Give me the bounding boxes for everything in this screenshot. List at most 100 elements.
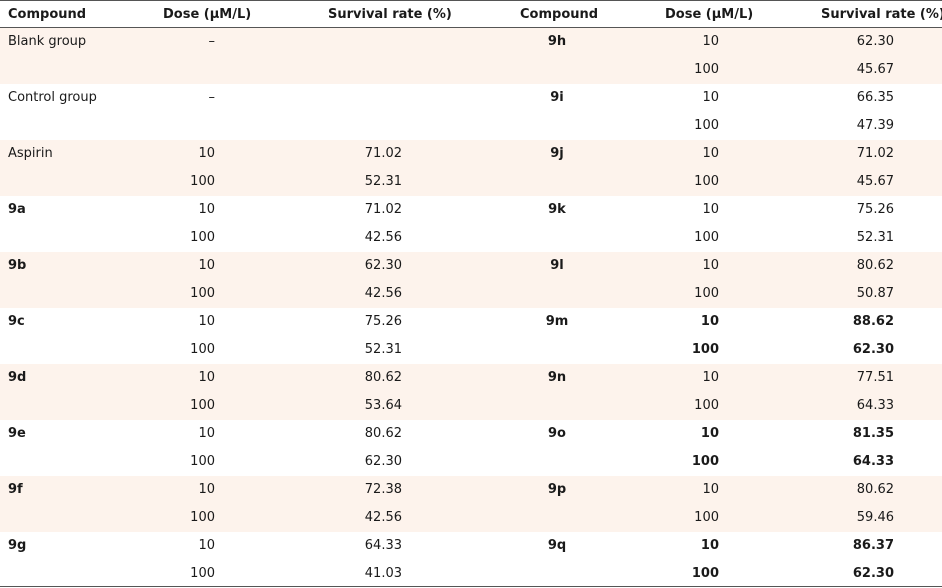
compound-left-cell: Control group <box>8 90 97 105</box>
compound-left-cell: 9c <box>8 314 25 329</box>
table-row: 100 52.31 100 45.67 <box>0 168 942 196</box>
survival-right-cell: 66.35 <box>856 90 894 105</box>
dose-left-cell: 10 <box>198 258 215 273</box>
survival-left-cell <box>322 28 402 56</box>
compound-right-cell: 9o <box>548 426 566 441</box>
dose-left-cell: 10 <box>198 426 215 441</box>
survival-left-cell: 72.38 <box>364 482 402 497</box>
table-row: 100 42.56 100 52.31 <box>0 224 942 252</box>
dose-right-cell: 10 <box>702 202 719 217</box>
dose-right-cell: 100 <box>694 118 719 133</box>
survival-left-cell: 80.62 <box>364 426 402 441</box>
dose-left-cell: 100 <box>190 174 215 189</box>
compound-right-cell: 9l <box>550 258 564 273</box>
table-row: 100 52.31 100 62.30 <box>0 336 942 364</box>
table-row: 100 47.39 <box>0 112 942 140</box>
survival-right-cell: 80.62 <box>856 258 894 273</box>
dose-left-cell: 10 <box>198 202 215 217</box>
survival-left-cell: 42.56 <box>364 286 402 301</box>
dose-left-cell: 10 <box>198 370 215 385</box>
compound-right-cell: 9m <box>545 314 569 329</box>
table-row: 9b 9l 10 62.30 10 80.62 <box>0 252 942 280</box>
dose-right-cell: 100 <box>691 566 719 581</box>
bottom-rule <box>0 586 942 587</box>
dose-left-cell: 10 <box>198 314 215 329</box>
survival-left-cell: 42.56 <box>364 510 402 525</box>
dose-right-cell: 100 <box>691 342 719 357</box>
dose-right-cell: 10 <box>700 426 719 441</box>
survival-right-cell: 64.33 <box>856 398 894 413</box>
survival-left-cell <box>322 112 402 140</box>
survival-right-cell: 45.67 <box>856 174 894 189</box>
dose-left-cell: 10 <box>198 146 215 161</box>
survival-right-cell: 62.30 <box>852 342 894 357</box>
survival-right-cell: 77.51 <box>856 370 894 385</box>
survival-right-cell: 52.31 <box>856 230 894 245</box>
compound-right-cell: 9h <box>547 34 567 49</box>
header-compound-right: Compound <box>520 7 599 22</box>
dose-right-cell: 10 <box>700 538 719 553</box>
dose-right-cell: 100 <box>694 174 719 189</box>
survival-left-cell: 80.62 <box>364 370 402 385</box>
dose-right-cell: 100 <box>694 510 719 525</box>
survival-left-cell <box>322 56 402 84</box>
survival-left-cell: 52.31 <box>364 174 402 189</box>
compound-right-cell: 9q <box>547 538 567 553</box>
table-row: Aspirin 9j 10 71.02 10 71.02 <box>0 140 942 168</box>
dose-right-cell: 100 <box>694 398 719 413</box>
compound-left-cell: Blank group <box>8 34 87 49</box>
dose-left-cell <box>155 112 215 140</box>
dose-right-cell: 10 <box>702 258 719 273</box>
dose-right-cell: 10 <box>702 146 719 161</box>
survival-left-cell: 75.26 <box>364 314 402 329</box>
survival-left-cell: 42.56 <box>364 230 402 245</box>
compound-right-cell: 9k <box>548 202 566 217</box>
dose-left-cell: 100 <box>190 510 215 525</box>
header-survival-right: Survival rate (%) <box>821 7 942 22</box>
compound-left-cell: 9g <box>8 538 27 553</box>
dose-left-cell: 100 <box>190 454 215 469</box>
compound-right-cell: 9i <box>550 90 564 105</box>
table-row: 100 42.56 100 59.46 <box>0 504 942 532</box>
table-row: 9f 9p 10 72.38 10 80.62 <box>0 476 942 504</box>
survival-left-cell: 62.30 <box>364 258 402 273</box>
survival-right-cell: 62.30 <box>856 34 894 49</box>
survival-right-cell: 80.62 <box>856 482 894 497</box>
header-compound-left: Compound <box>8 7 87 22</box>
compound-left-cell: 9a <box>8 202 26 217</box>
compound-left-cell: 9e <box>8 426 26 441</box>
header-survival-left: Survival rate (%) <box>328 7 452 22</box>
table-row: 9e 9o 10 80.62 10 81.35 <box>0 420 942 448</box>
survival-right-cell: 75.26 <box>856 202 894 217</box>
dose-left-cell: 100 <box>190 566 215 581</box>
survival-left-cell: 52.31 <box>364 342 402 357</box>
compound-left-cell: 9b <box>8 258 27 273</box>
compound-right-cell: 9j <box>550 146 564 161</box>
survival-right-cell: 71.02 <box>856 146 894 161</box>
dose-right-cell: 10 <box>702 482 719 497</box>
survival-left-cell: 41.03 <box>364 566 402 581</box>
table-row: 100 53.64 100 64.33 <box>0 392 942 420</box>
dose-left-cell: – <box>208 90 216 105</box>
header-dose-left: Dose (μM/L) <box>163 7 252 22</box>
table-row: 100 42.56 100 50.87 <box>0 280 942 308</box>
dose-left-cell: 100 <box>190 398 215 413</box>
dose-left-cell: 10 <box>198 538 215 553</box>
survival-left-cell: 71.02 <box>364 146 402 161</box>
dose-left-cell: 100 <box>190 342 215 357</box>
dose-right-cell: 100 <box>694 230 719 245</box>
table-row: Blank group 9h – 10 62.30 <box>0 28 942 56</box>
dose-right-cell: 100 <box>694 62 719 77</box>
survival-right-cell: 81.35 <box>852 426 894 441</box>
survival-right-cell: 64.33 <box>852 454 894 469</box>
dose-right-cell: 10 <box>702 90 719 105</box>
survival-right-cell: 50.87 <box>856 286 894 301</box>
table-row: 9a 9k 10 71.02 10 75.26 <box>0 196 942 224</box>
survival-left-cell <box>322 84 402 112</box>
survival-left-cell: 53.64 <box>364 398 402 413</box>
dose-left-cell <box>155 56 215 84</box>
survival-right-cell: 62.30 <box>852 566 894 581</box>
dose-right-cell: 10 <box>700 314 719 329</box>
dose-right-cell: 100 <box>694 286 719 301</box>
